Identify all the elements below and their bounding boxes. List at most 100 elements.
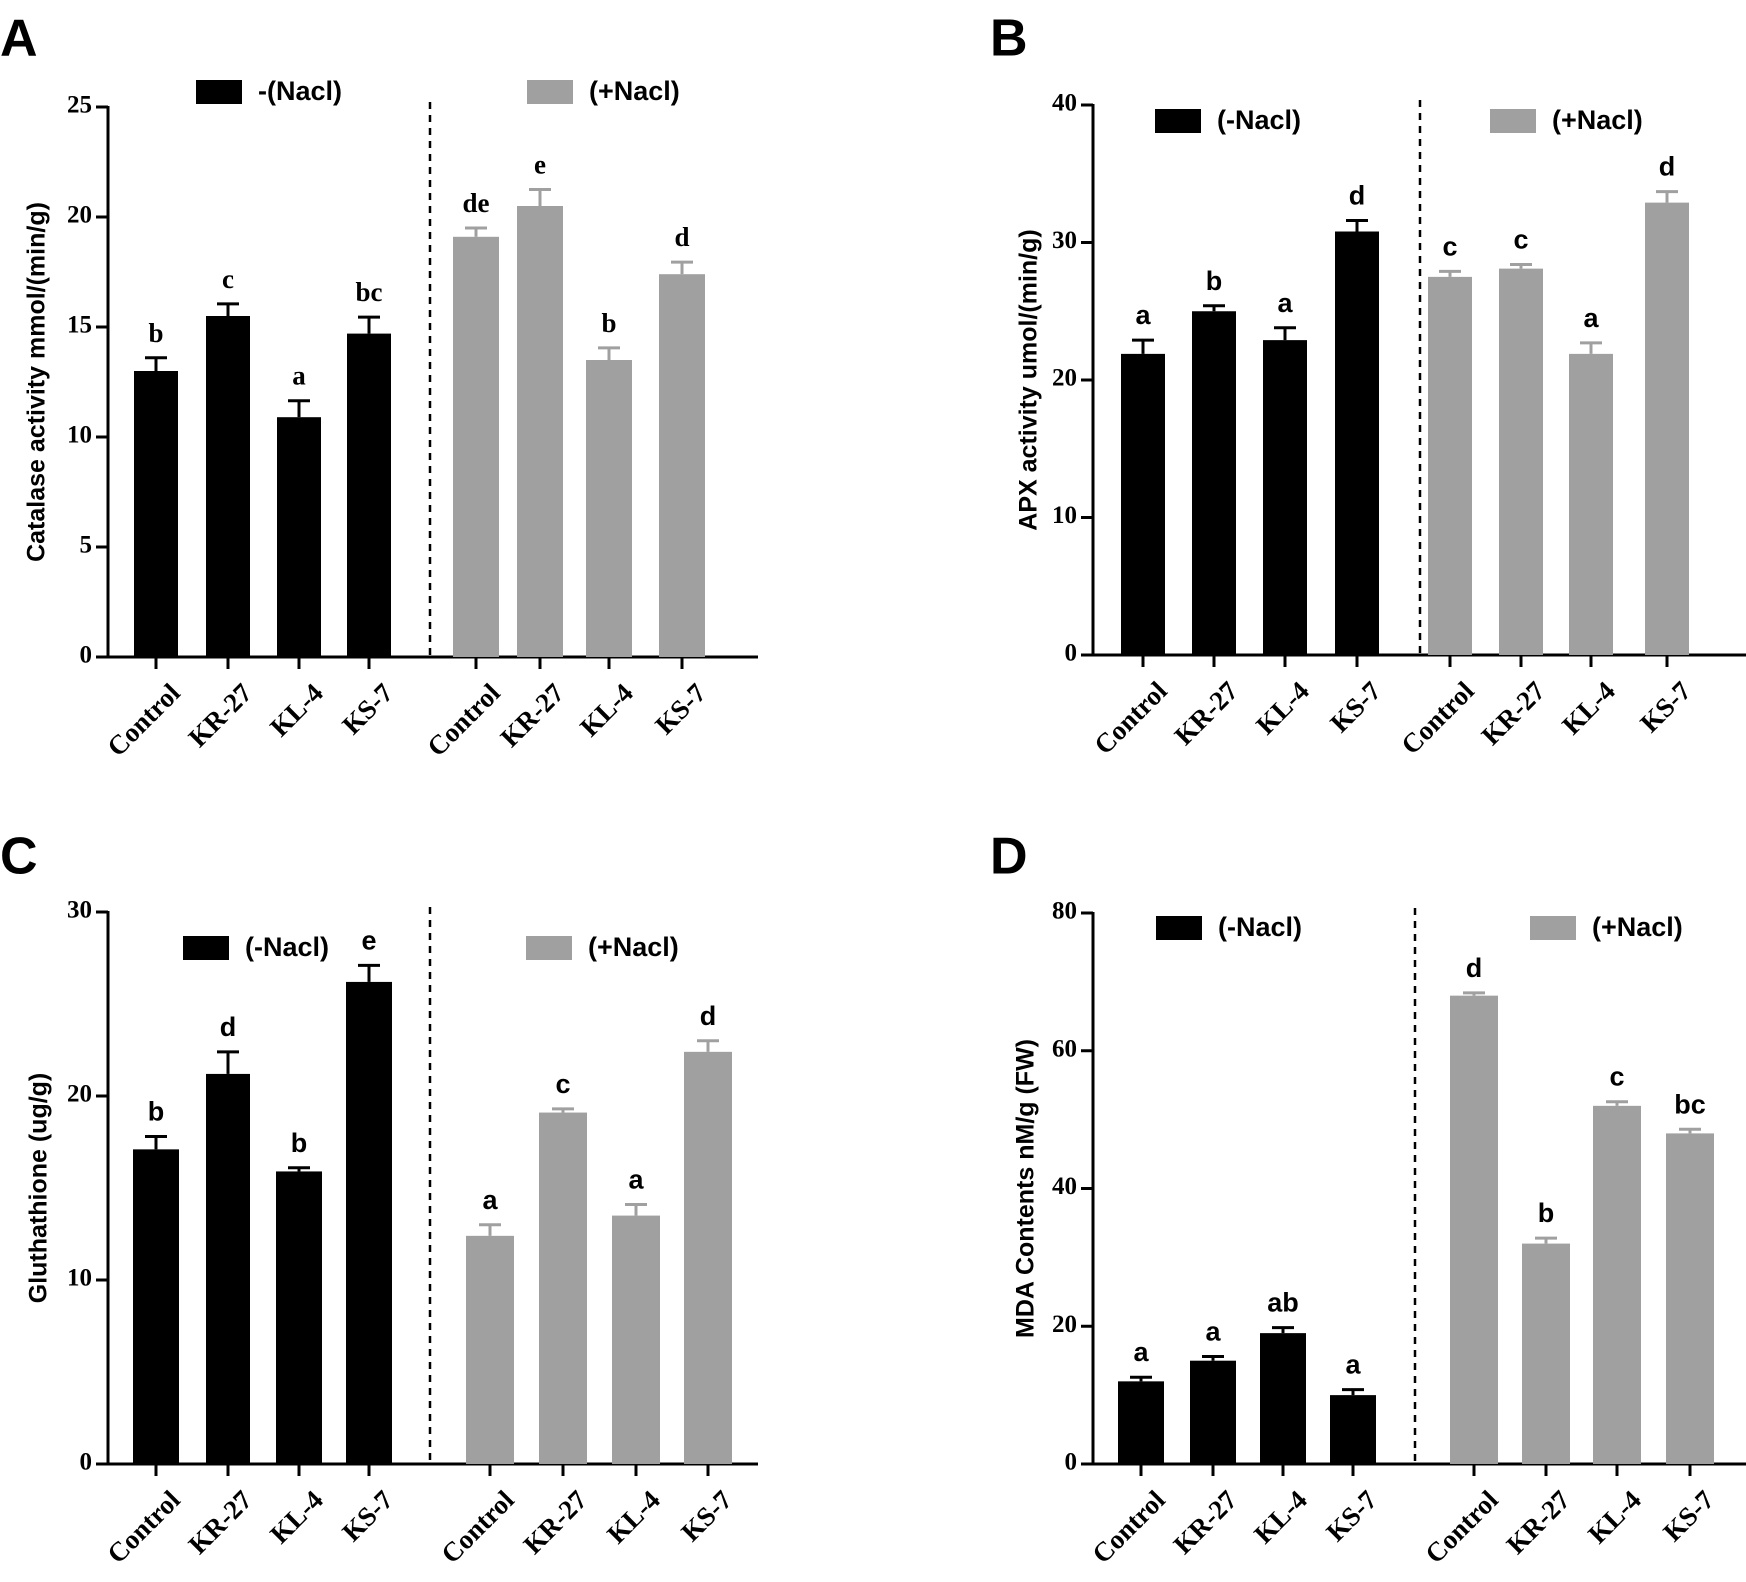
panel-b-x-tick-label: KR-27 [1476,676,1551,751]
panel-c-significance-letter: e [361,925,376,955]
panel-c-significance-letter: b [291,1128,308,1158]
panel-d-y-tick-label: 20 [1052,1311,1077,1338]
panel-c-y-tick-label: 30 [67,897,92,924]
panel-b-x-tick-label: Control [1395,675,1480,760]
panel-b-significance-letter: a [1583,303,1599,333]
panel-d-x-tick-label: KR-27 [1168,1485,1243,1560]
panel-c-significance-letter: a [628,1165,644,1195]
panel-c-bar [466,1235,514,1464]
panel-d-legend-swatch-minus [1156,916,1202,940]
panel-b-bar [1335,231,1379,655]
panel-a-x-tick-label: KL-4 [574,678,639,743]
panel-d-legend-label-plus: (+Nacl) [1592,912,1683,942]
panel-a-y-axis-label: Catalase activity mmol/(min/g) [23,202,51,562]
panel-d-x-tick-label: KR-27 [1501,1485,1576,1560]
panel-c-legend-label-minus: (-Nacl) [245,932,329,962]
panel-b-y-axis-label: APX activity umol/(min/g) [1015,229,1043,530]
panel-c-significance-letter: d [220,1012,237,1042]
panel-a-significance-letter: b [148,318,163,348]
panel-d-legend-swatch-plus [1530,916,1576,940]
panel-d-significance-letter: ab [1267,1288,1299,1318]
panel-d-y-tick-label: 40 [1052,1173,1077,1200]
panel-c-x-tick-label: Control [101,1484,186,1569]
panel-a-y-tick-label: 20 [67,202,92,229]
panel-c-x-tick-label: KL-4 [264,1485,329,1550]
panel-c-y-tick-label: 10 [67,1265,92,1292]
panel-c-bar [539,1112,587,1464]
panel-c-x-tick-label: KL-4 [601,1485,666,1550]
panel-c-legend-swatch-minus [183,936,229,960]
panel-b-x-tick-label: KL-4 [1250,676,1315,741]
panel-a-y-tick-label: 10 [67,422,92,449]
panel-d-y-tick-label: 60 [1052,1035,1077,1062]
panel-b-x-tick-label: KS-7 [1634,676,1697,739]
panel-b-letter: B [990,10,1028,68]
panel-d-x-tick-label: Control [1419,1484,1504,1569]
panel-b-significance-letter: b [1206,266,1223,296]
panel-a-bar [134,371,178,657]
panel-a-bar [659,274,705,657]
panel-b-significance-letter: d [1349,181,1366,211]
panel-c-x-tick-label: KS-7 [675,1485,738,1548]
panel-d-bar [1593,1105,1641,1464]
panel-b-y-tick-label: 10 [1052,502,1077,529]
panel-d-y-tick-label: 0 [1065,1449,1078,1476]
panel-b-significance-letter: d [1659,152,1676,182]
panel-b-x-tick-label: KL-4 [1556,676,1621,741]
panel-b-y-tick-label: 40 [1052,90,1077,117]
panel-d-bar [1118,1381,1164,1464]
panel-a-x-tick-label: KL-4 [264,678,329,743]
panel-a-y-tick-label: 5 [80,532,93,559]
panel-a-legend-label-plus: (+Nacl) [589,76,680,106]
panel-c-x-tick-label: KS-7 [336,1485,399,1548]
panel-a-significance-letter: e [534,150,546,180]
panel-d-significance-letter: a [1205,1317,1221,1347]
panel-c-bar [276,1171,322,1464]
panel-a-significance-letter: a [292,361,306,391]
panel-b-significance-letter: a [1135,300,1151,330]
panel-c-letter: C [0,828,38,886]
panel-c-bar [684,1051,732,1464]
panel-d-bar [1522,1243,1570,1464]
panel-a-significance-letter: bc [356,277,383,307]
panel-b-y-tick-label: 0 [1065,640,1078,667]
panel-c-significance-letter: b [148,1096,165,1126]
panel-a-y-tick-label: 0 [80,642,93,669]
panel-a-y-tick-label: 25 [67,92,92,119]
panel-c-significance-letter: d [700,1001,717,1031]
panel-a-legend-swatch-minus [196,80,242,104]
panel-a-x-tick-label: KS-7 [336,678,399,741]
panel-a-significance-letter: de [463,188,490,218]
panel-a-bar [586,360,632,657]
panel-a-significance-letter: b [601,308,616,338]
panel-b-bar [1263,340,1307,655]
panel-a-bar [347,333,391,657]
panel-b-bar [1192,311,1236,655]
panel-b-significance-letter: a [1277,288,1293,318]
panel-b-significance-letter: c [1442,231,1457,261]
panel-d-bar [1666,1133,1714,1464]
panel-a-x-tick-label: Control [421,677,506,762]
panel-a-bar [517,206,563,657]
panel-d-x-tick-label: Control [1086,1484,1171,1569]
panel-a-significance-letter: c [222,264,234,294]
panel-d-significance-letter: c [1609,1062,1624,1092]
panel-c-bar [346,981,392,1464]
panel-c-bar [206,1073,250,1464]
panel-b-legend-swatch-plus [1490,109,1536,133]
panel-d-bar [1190,1360,1236,1464]
panel-c-significance-letter: a [482,1185,498,1215]
panel-b-x-tick-label: KR-27 [1169,676,1244,751]
panel-d-significance-letter: d [1466,953,1483,983]
panel-d-x-tick-label: KL-4 [1248,1485,1313,1550]
panel-d-significance-letter: bc [1674,1089,1706,1119]
panel-a-x-tick-label: Control [101,677,186,762]
panel-c-y-tick-label: 0 [80,1449,93,1476]
panel-a-bar [277,417,321,657]
panel-c-significance-letter: c [555,1069,570,1099]
panel-c-y-tick-label: 20 [67,1081,92,1108]
panel-d-significance-letter: a [1345,1350,1361,1380]
panel-b-bar [1645,202,1689,655]
panel-d-significance-letter: b [1538,1198,1555,1228]
